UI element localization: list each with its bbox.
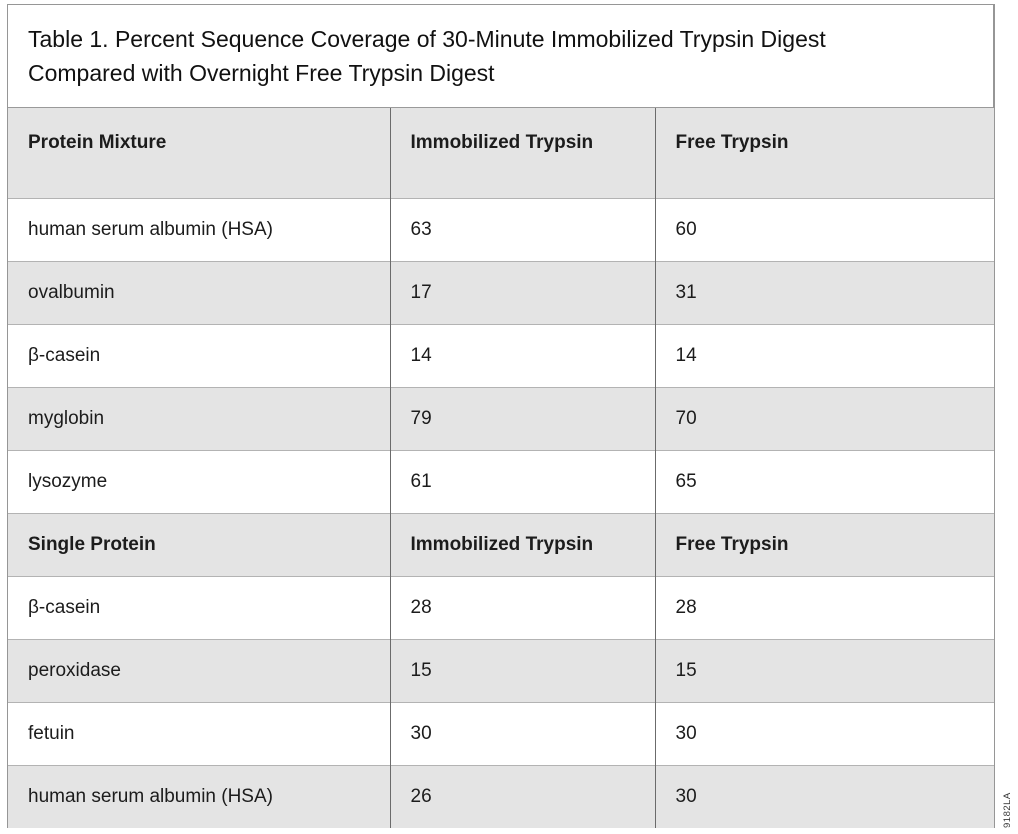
coverage-value-cell: 28	[654, 575, 994, 639]
coverage-value-cell: 28	[389, 575, 655, 639]
protein-name-cell: fetuin	[8, 701, 390, 765]
coverage-value-cell: 61	[389, 449, 655, 513]
section-header-row: Protein Mixture Immobilized Trypsin Free T…	[8, 108, 994, 198]
protein-name-cell: β-casein	[8, 323, 390, 387]
protein-name-cell: lysozyme	[8, 449, 390, 513]
coverage-value-cell: 15	[654, 638, 994, 702]
table-row: myglobin 79 70	[8, 386, 994, 450]
coverage-value-cell: 30	[654, 701, 994, 765]
protein-name-cell: β-casein	[8, 575, 390, 639]
header-cell: Free Trypsin	[654, 108, 994, 198]
coverage-value-cell: 26	[389, 764, 655, 828]
table-row: β-casein 14 14	[8, 323, 994, 387]
coverage-value-cell: 63	[389, 197, 655, 261]
table-row: human serum albumin (HSA) 63 60	[8, 197, 994, 261]
coverage-value-cell: 30	[654, 764, 994, 828]
coverage-value-cell: 65	[654, 449, 994, 513]
table-row: β-casein 28 28	[8, 575, 994, 639]
table-row: lysozyme 61 65	[8, 449, 994, 513]
header-cell: Single Protein	[8, 512, 390, 576]
coverage-value-cell: 60	[654, 197, 994, 261]
header-cell: Protein Mixture	[8, 108, 390, 198]
table-title-line-1: Table 1. Percent Sequence Coverage of 30…	[28, 26, 826, 52]
table-row: peroxidase 15 15	[8, 638, 994, 702]
figure-code: 9182LA	[1002, 792, 1013, 828]
table-title-line-2: Compared with Overnight Free Trypsin Dig…	[28, 60, 495, 86]
protein-name-cell: ovalbumin	[8, 260, 390, 324]
header-cell: Immobilized Trypsin	[389, 108, 655, 198]
figure-frame: Table 1. Percent Sequence Coverage of 30…	[7, 4, 995, 828]
coverage-value-cell: 70	[654, 386, 994, 450]
table-title: Table 1. Percent Sequence Coverage of 30…	[8, 5, 993, 108]
header-cell: Free Trypsin	[654, 512, 994, 576]
protein-name-cell: myglobin	[8, 386, 390, 450]
table-body: Protein Mixture Immobilized Trypsin Free T…	[8, 108, 994, 828]
coverage-table: Protein Mixture Immobilized Trypsin Free T…	[8, 108, 994, 828]
coverage-value-cell: 30	[389, 701, 655, 765]
header-cell: Immobilized Trypsin	[389, 512, 655, 576]
protein-name-cell: peroxidase	[8, 638, 390, 702]
protein-name-cell: human serum albumin (HSA)	[8, 197, 390, 261]
coverage-value-cell: 31	[654, 260, 994, 324]
coverage-value-cell: 14	[389, 323, 655, 387]
table-row: human serum albumin (HSA) 26 30	[8, 764, 994, 828]
table-row: ovalbumin 17 31	[8, 260, 994, 324]
coverage-value-cell: 15	[389, 638, 655, 702]
section-header-row: Single Protein Immobilized Trypsin Free Tr…	[8, 512, 994, 576]
coverage-value-cell: 79	[389, 386, 655, 450]
protein-name-cell: human serum albumin (HSA)	[8, 764, 390, 828]
coverage-value-cell: 17	[389, 260, 655, 324]
coverage-value-cell: 14	[654, 323, 994, 387]
table-row: fetuin 30 30	[8, 701, 994, 765]
